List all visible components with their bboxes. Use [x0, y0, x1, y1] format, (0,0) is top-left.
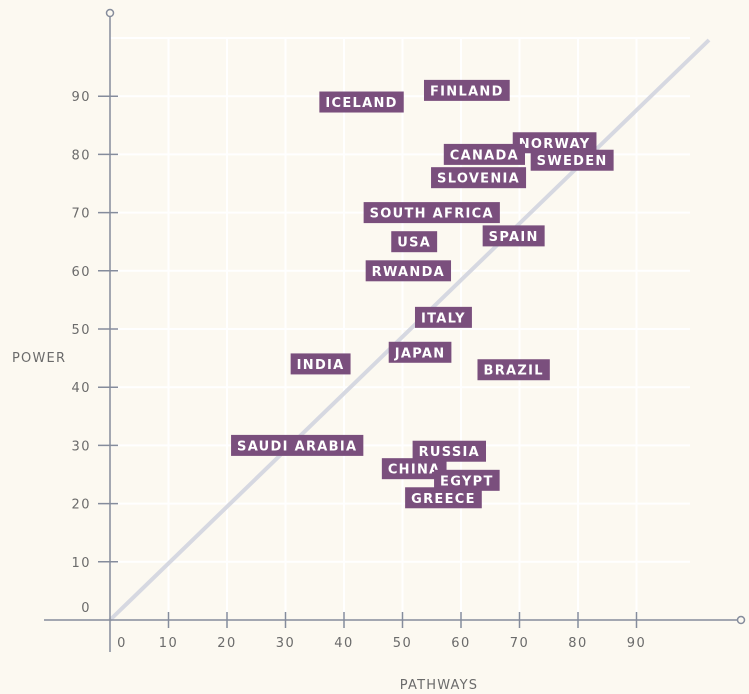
- data-point-rwanda: RWANDA: [365, 260, 452, 282]
- data-point-south-africa: SOUTH AFRICA: [363, 202, 500, 224]
- x-tick-label: 40: [334, 636, 354, 651]
- data-point-label-box: [530, 149, 614, 171]
- ticks: 0 10 20 30 40 50 60 70 80 90 0 10 20 30 40 50 60 70 80 90: [71, 90, 647, 651]
- data-point-canada: CANADA: [443, 143, 526, 165]
- data-point-label-box: [363, 202, 500, 224]
- data-point-label: SOUTH AFRICA: [370, 207, 494, 222]
- data-point-china: CHINA: [381, 458, 447, 480]
- grid: [110, 37, 690, 620]
- data-point-norway: NORWAY: [512, 132, 597, 154]
- data-point-label: USA: [397, 236, 431, 251]
- data-point-label-box: [431, 167, 527, 189]
- x-tick-label: 20: [217, 636, 237, 651]
- data-point-usa: USA: [391, 231, 438, 253]
- y-tick-label: 0: [81, 601, 91, 616]
- x-axis-end-marker: [736, 615, 746, 625]
- data-point-label: CANADA: [450, 148, 519, 163]
- data-point-label: SAUDI ARABIA: [237, 439, 357, 454]
- reference-diagonal-line: [108, 38, 711, 622]
- data-point-label: FINLAND: [430, 84, 504, 99]
- data-point-label: NORWAY: [519, 137, 591, 152]
- x-tick-label: 0: [117, 636, 127, 651]
- y-axis-title: POWER: [12, 351, 66, 366]
- y-tick-label: 10: [71, 556, 91, 571]
- data-point-label: RWANDA: [372, 265, 445, 280]
- data-point-label-box: [482, 225, 545, 247]
- data-point-label: ICELAND: [325, 96, 397, 111]
- data-point-greece: GREECE: [405, 487, 482, 509]
- y-tick-label: 40: [71, 381, 91, 396]
- data-point-label: GREECE: [411, 492, 476, 507]
- y-tick-label: 50: [71, 323, 91, 338]
- data-point-saudi-arabia: SAUDI ARABIA: [231, 434, 364, 456]
- y-tick-label: 30: [71, 439, 91, 454]
- data-point-label: JAPAN: [394, 346, 446, 361]
- x-tick-label: 80: [568, 636, 588, 651]
- y-tick-label: 60: [71, 265, 91, 280]
- x-tick-label: 10: [159, 636, 179, 651]
- y-tick-label: 80: [71, 148, 91, 163]
- data-point-label: EGYPT: [440, 474, 494, 489]
- data-point-iceland: ICELAND: [319, 91, 404, 113]
- data-point-finland: FINLAND: [423, 79, 510, 101]
- data-point-label: SPAIN: [489, 230, 539, 245]
- data-point-label-box: [231, 434, 364, 456]
- data-point-label: INDIA: [297, 358, 345, 373]
- data-point-spain: SPAIN: [482, 225, 545, 247]
- data-point-label: SLOVENIA: [437, 172, 520, 187]
- data-point-label-box: [434, 469, 500, 491]
- data-point-slovenia: SLOVENIA: [431, 167, 527, 189]
- y-axis-end-marker: [105, 8, 115, 18]
- data-point-label-box: [443, 143, 526, 165]
- x-tick-label: 90: [627, 636, 647, 651]
- data-point-sweden: SWEDEN: [530, 149, 614, 171]
- x-tick-label: 60: [451, 636, 471, 651]
- data-point-label-box: [477, 359, 550, 381]
- data-point-label-box: [405, 487, 482, 509]
- data-point-label-box: [412, 440, 487, 462]
- axes: [44, 8, 746, 652]
- data-point-label-box: [391, 231, 438, 253]
- y-tick-label: 20: [71, 498, 91, 513]
- data-point-label: SWEDEN: [537, 154, 608, 169]
- x-tick-label: 50: [393, 636, 413, 651]
- y-tick-label: 90: [71, 90, 91, 105]
- data-point-egypt: EGYPT: [434, 469, 500, 491]
- y-tick-label: 70: [71, 207, 91, 222]
- data-point-label-box: [290, 353, 351, 375]
- data-point-italy: ITALY: [414, 306, 472, 328]
- x-tick-label: 30: [276, 636, 296, 651]
- x-tick-label: 70: [510, 636, 530, 651]
- data-point-label: ITALY: [421, 311, 466, 326]
- data-point-label: CHINA: [388, 463, 441, 478]
- data-point-label: BRAZIL: [483, 364, 543, 379]
- data-point-label-box: [365, 260, 452, 282]
- data-point-japan: JAPAN: [388, 341, 452, 363]
- x-axis-title: PATHWAYS: [400, 678, 478, 693]
- data-point-label-box: [423, 79, 510, 101]
- data-point-label-box: [414, 306, 472, 328]
- data-point-india: INDIA: [290, 353, 351, 375]
- data-point-russia: RUSSIA: [412, 440, 487, 462]
- data-point-brazil: BRAZIL: [477, 359, 550, 381]
- data-point-label-box: [512, 132, 597, 154]
- data-point-label-box: [388, 341, 452, 363]
- data-point-label-box: [319, 91, 404, 113]
- data-point-label-box: [381, 458, 447, 480]
- data-point-label: RUSSIA: [419, 445, 480, 460]
